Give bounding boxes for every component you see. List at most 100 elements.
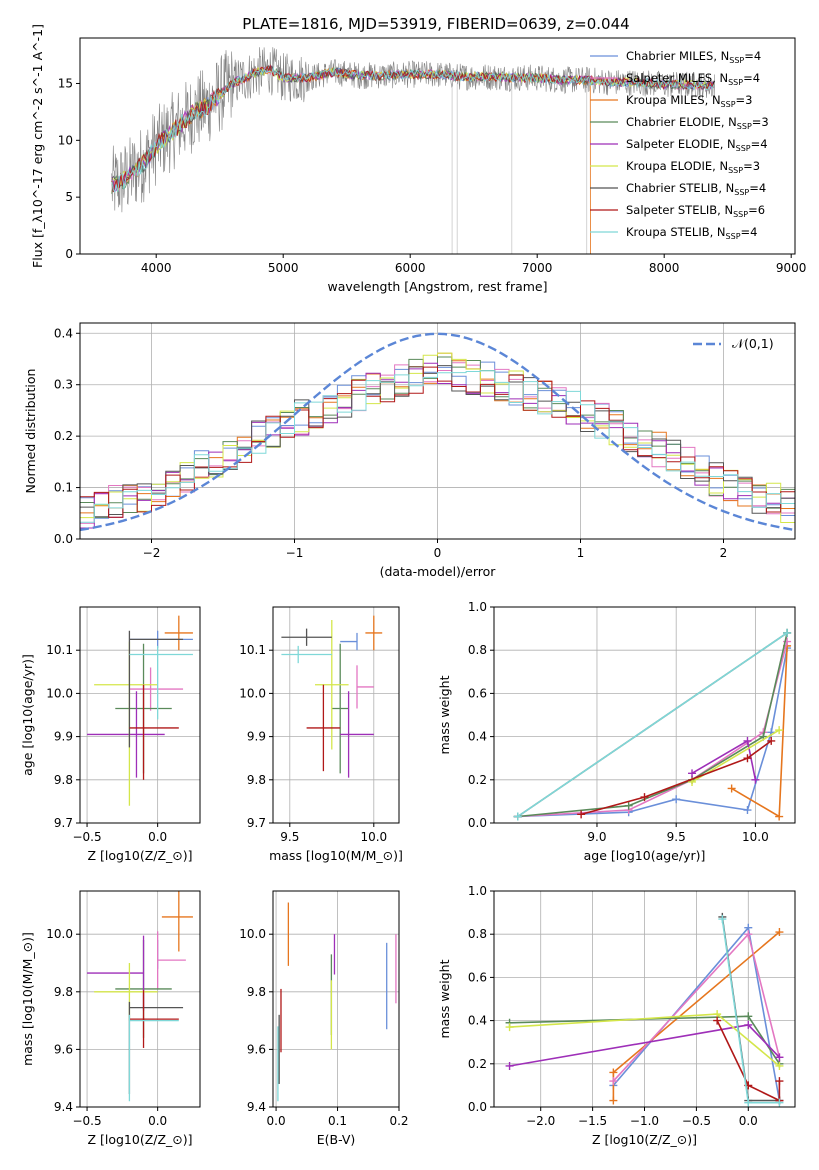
y-tick-label: 10.1 xyxy=(46,643,73,657)
error-bar-point xyxy=(129,645,193,720)
y-axis-label: mass weight xyxy=(437,675,452,754)
weight_vs_age-plot-area xyxy=(513,628,792,821)
residuals-frame: −2 −1 0 1 2 0.0 0.1 0.2 0.3 0.4 (data-model)/error… xyxy=(23,322,796,579)
y-tick-label: 0.1 xyxy=(54,481,73,495)
x-tick-label: 0.0 xyxy=(739,1114,758,1128)
axes-frame xyxy=(493,606,796,824)
x-tick-label: −0.5 xyxy=(72,1114,101,1128)
y-tick-label: 9.4 xyxy=(247,1100,266,1114)
x-axis-label: Z [log10(Z/Z_⊙)] xyxy=(87,848,192,863)
age_vs_Z-plot-area xyxy=(87,615,193,806)
legend-subscript: SSP xyxy=(729,56,744,65)
x-tick-label: −1 xyxy=(286,546,304,560)
mass-weight-marker xyxy=(775,726,784,735)
legend-subscript: SSP xyxy=(737,122,752,131)
x-axis-label: age [log10(age/yr)] xyxy=(584,848,706,863)
axes-frame xyxy=(79,606,201,824)
legend-subscript: SSP xyxy=(733,210,748,219)
residual-histogram-step xyxy=(80,370,795,523)
legend-value: =3 xyxy=(736,93,753,107)
x-tick-label: −2 xyxy=(143,546,161,560)
y-tick-label: 9.8 xyxy=(247,773,266,787)
x-tick-label: 9000 xyxy=(776,261,807,275)
error-bar-point xyxy=(87,935,145,1011)
error-bar-point xyxy=(356,665,374,709)
legend-subscript: SSP xyxy=(721,100,736,109)
error-bar-point xyxy=(94,963,158,1021)
x-tick-label: 10.0 xyxy=(360,830,387,844)
error-bar-point xyxy=(281,645,332,664)
legend-label: Salpeter ELODIE, NSSP=4 xyxy=(626,137,768,153)
y-tick-label: 0.6 xyxy=(468,686,487,700)
y-tick-label: 9.9 xyxy=(247,730,266,744)
error-bar-point xyxy=(340,691,374,778)
x-tick-label: 0.2 xyxy=(389,1114,408,1128)
legend-value: =4 xyxy=(751,137,768,151)
mass-weight-marker xyxy=(624,801,633,810)
y-axis-label: mass [log10(M/M_⊙)] xyxy=(20,932,35,1066)
legend-subscript: SSP xyxy=(734,188,749,197)
mass-weight-marker xyxy=(767,736,776,745)
error-bar-point xyxy=(128,1001,184,1095)
y-axis-label: mass weight xyxy=(437,959,452,1038)
mass-weight-line xyxy=(517,632,788,818)
model-spectrum-line xyxy=(111,64,715,189)
y-tick-label: 9.6 xyxy=(54,1042,73,1056)
legend-label: Chabrier MILES, NSSP=4 xyxy=(626,49,761,65)
y-tick-label: 0.4 xyxy=(468,730,487,744)
x-tick-label: −2.0 xyxy=(526,1114,555,1128)
y-tick-label: 0.2 xyxy=(468,773,487,787)
x-tick-label: 0.0 xyxy=(267,1114,286,1128)
mass-weight-marker xyxy=(609,1068,618,1077)
axes-frame xyxy=(272,890,400,1108)
y-tick-label: 9.9 xyxy=(54,730,73,744)
y-tick-label: 0.2 xyxy=(468,1057,487,1071)
x-axis-label: Z [log10(Z/Z_⊙)] xyxy=(592,1132,697,1147)
y-tick-label: 10.0 xyxy=(46,927,73,941)
y-axis-label: age [log10(age/yr)] xyxy=(20,654,35,776)
y-tick-label: 1.0 xyxy=(468,600,487,614)
x-tick-label: 10.0 xyxy=(742,830,769,844)
mass-weight-marker xyxy=(513,812,522,821)
x-axis-label: (data-model)/error xyxy=(380,564,497,579)
y-tick-label: 0.4 xyxy=(54,326,73,340)
mass_vs_Z-frame: −0.5 0.0 9.4 9.6 9.8 10.0 Z [log10(Z/Z_⊙)] mass… xyxy=(20,890,201,1147)
mass-weight-marker xyxy=(505,1061,514,1070)
residual-histogram-step xyxy=(80,352,795,523)
age_vs_Z-frame: −0.5 0.0 9.7 9.8 9.9 10.0 10.1 Z [log10(Z/Z_⊙)]… xyxy=(20,606,201,863)
x-tick-label: 0.0 xyxy=(148,1114,167,1128)
mass-weight-marker xyxy=(744,1098,753,1107)
legend-subscript: SSP xyxy=(736,144,751,153)
y-tick-label: 10.0 xyxy=(239,686,266,700)
spectrum-frame: 4000 5000 6000 7000 8000 9000 0 5 10 15 wavelength… xyxy=(30,24,806,294)
y-tick-label: 10 xyxy=(58,133,73,147)
mass-weight-line xyxy=(517,647,788,818)
y-tick-label: 0.0 xyxy=(468,816,487,830)
x-axis-label: wavelength [Angstrom, rest frame] xyxy=(327,279,547,294)
legend-value: =4 xyxy=(749,181,766,195)
y-tick-label: 0.8 xyxy=(468,927,487,941)
legend-value: =3 xyxy=(752,115,769,129)
error-bar-point xyxy=(94,641,158,806)
y-tick-label: 9.4 xyxy=(54,1100,73,1114)
mass-weight-marker xyxy=(743,754,752,763)
legend-subscript: SSP xyxy=(726,232,741,241)
x-tick-label: 5000 xyxy=(268,261,299,275)
error-bar-point xyxy=(331,643,349,774)
y-tick-label: 1.0 xyxy=(468,884,487,898)
y-tick-label: 10.0 xyxy=(239,927,266,941)
x-tick-label: 2 xyxy=(720,546,728,560)
y-tick-label: 0.0 xyxy=(468,1100,487,1114)
x-tick-label: 0 xyxy=(434,546,442,560)
x-tick-label: 0.1 xyxy=(328,1114,347,1128)
mass-weight-marker xyxy=(640,793,649,802)
mass_vs_EBV-frame: 0.0 0.1 0.2 9.4 9.6 9.8 10.0 E(B-V) xyxy=(239,890,409,1147)
error-bar-point xyxy=(87,691,165,778)
residuals-plot-area xyxy=(80,332,795,532)
mass-weight-line xyxy=(517,641,788,818)
y-tick-label: 10.0 xyxy=(46,686,73,700)
y-axis-label: Normed distribution xyxy=(23,369,38,494)
y-tick-label: 0.8 xyxy=(468,643,487,657)
mass-weight-marker xyxy=(505,1023,514,1032)
